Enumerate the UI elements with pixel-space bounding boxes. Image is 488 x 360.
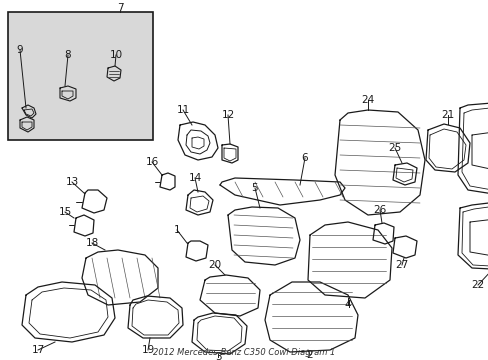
Bar (8, 12, 153, 140)
Text: 19: 19 (141, 345, 154, 355)
Text: 21: 21 (441, 110, 454, 120)
Text: 4: 4 (344, 300, 350, 310)
Text: 9: 9 (17, 45, 23, 55)
Text: 3: 3 (214, 352, 221, 360)
Text: 10: 10 (109, 50, 122, 60)
Text: 12: 12 (221, 110, 234, 120)
Text: 14: 14 (188, 173, 201, 183)
Text: 17: 17 (31, 345, 44, 355)
Text: 6: 6 (301, 153, 307, 163)
Text: 26: 26 (373, 205, 386, 215)
Text: 25: 25 (387, 143, 401, 153)
Text: 2012 Mercedes-Benz C350 Cowl Diagram 1: 2012 Mercedes-Benz C350 Cowl Diagram 1 (153, 348, 334, 357)
Text: 22: 22 (470, 280, 484, 290)
Text: 5: 5 (251, 183, 258, 193)
Text: 7: 7 (117, 3, 123, 13)
Text: 27: 27 (395, 260, 408, 270)
Text: 8: 8 (64, 50, 71, 60)
Text: 2: 2 (306, 350, 313, 360)
Text: 15: 15 (58, 207, 71, 217)
Text: 16: 16 (145, 157, 158, 167)
Text: 1: 1 (173, 225, 180, 235)
Text: 13: 13 (65, 177, 79, 187)
Text: 18: 18 (85, 238, 99, 248)
Text: 24: 24 (361, 95, 374, 105)
Text: 20: 20 (208, 260, 221, 270)
Text: 11: 11 (176, 105, 189, 115)
